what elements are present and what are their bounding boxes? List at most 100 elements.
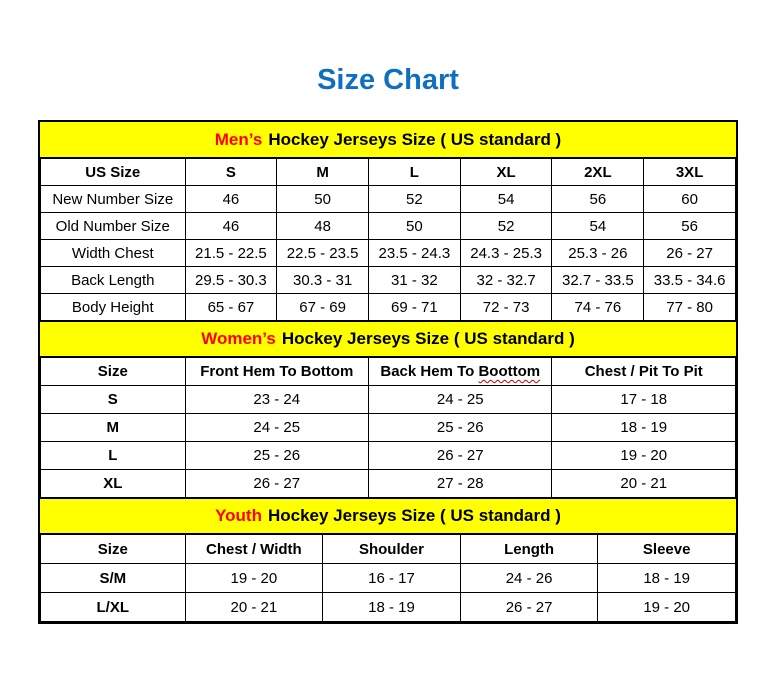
size-cell: 54 (551, 212, 645, 240)
size-cell: 46 (184, 185, 278, 213)
youth-section-band: Youth Hockey Jerseys Size ( US standard … (40, 498, 736, 534)
column-header: Shoulder (322, 534, 461, 564)
size-cell: 50 (368, 212, 461, 240)
row-label: Width Chest (40, 239, 186, 267)
column-header: M (276, 158, 370, 186)
size-cell: 77 - 80 (643, 293, 736, 321)
size-cell: 20 - 21 (184, 592, 324, 622)
size-cell: 24.3 - 25.3 (459, 239, 553, 267)
youth-band-accent: Youth (215, 506, 262, 525)
size-cell: 67 - 69 (276, 293, 370, 321)
misspelled-word: Boottom (478, 363, 541, 380)
size-cell: 33.5 - 34.6 (643, 266, 736, 294)
table-row: Width Chest 21.5 - 22.5 22.5 - 23.5 23.5… (40, 239, 736, 267)
size-cell: 18 - 19 (322, 592, 461, 622)
size-cell: 50 (276, 185, 370, 213)
size-cell: 25 - 26 (368, 413, 553, 442)
size-cell: 26 - 27 (643, 239, 736, 267)
column-header: Length (459, 534, 599, 564)
table-row: L/XL 20 - 21 18 - 19 26 - 27 19 - 20 (40, 592, 736, 622)
size-cell: 25 - 26 (184, 441, 370, 470)
size-cell: 74 - 76 (551, 293, 645, 321)
size-cell: 22.5 - 23.5 (276, 239, 370, 267)
column-header: 3XL (643, 158, 736, 186)
mens-band-text: Hockey Jerseys Size ( US standard ) (268, 129, 562, 149)
row-label: Old Number Size (40, 212, 186, 240)
size-cell: 65 - 67 (184, 293, 278, 321)
size-cell: 23.5 - 24.3 (368, 239, 461, 267)
womens-band-accent: Women’s (201, 329, 276, 348)
row-label: New Number Size (40, 185, 186, 213)
column-header: Back Hem To Boottom (368, 357, 553, 386)
size-cell: 24 - 25 (368, 385, 553, 414)
womens-header-row: Size Front Hem To Bottom Back Hem To Boo… (40, 357, 736, 386)
column-header: US Size (40, 158, 186, 186)
size-cell: 32.7 - 33.5 (551, 266, 645, 294)
size-cell: 19 - 20 (551, 441, 736, 470)
column-header: L (368, 158, 461, 186)
column-header: Size (40, 534, 186, 564)
page-title: Size Chart (317, 64, 459, 96)
table-row: New Number Size 46 50 52 54 56 60 (40, 185, 736, 213)
size-cell: 52 (459, 212, 553, 240)
column-header: XL (459, 158, 553, 186)
table-row: L 25 - 26 26 - 27 19 - 20 (40, 441, 736, 470)
table-row: Old Number Size 46 48 50 52 54 56 (40, 212, 736, 240)
size-cell: 18 - 19 (551, 413, 736, 442)
size-cell: 24 - 25 (184, 413, 370, 442)
size-cell: 25.3 - 26 (551, 239, 645, 267)
size-cell: 54 (459, 185, 553, 213)
size-cell: 60 (643, 185, 736, 213)
row-label: Back Length (40, 266, 186, 294)
size-cell: 69 - 71 (368, 293, 461, 321)
size-cell: 17 - 18 (551, 385, 736, 414)
mens-band-accent: Men’s (214, 129, 263, 149)
column-header: 2XL (551, 158, 645, 186)
womens-section-band: Women’s Hockey Jerseys Size ( US standar… (40, 321, 736, 357)
mens-header-row: US Size S M L XL 2XL 3XL (40, 158, 736, 186)
row-label: XL (40, 469, 186, 498)
mens-section-band: Men’s Hockey Jerseys Size ( US standard … (40, 122, 736, 158)
youth-size-table: Size Chest / Width Shoulder Length Sleev… (40, 534, 736, 622)
size-cell: 72 - 73 (459, 293, 553, 321)
table-row: M 24 - 25 25 - 26 18 - 19 (40, 413, 736, 442)
column-header: Size (40, 357, 186, 386)
womens-size-table: Size Front Hem To Bottom Back Hem To Boo… (40, 357, 736, 498)
table-row: S 23 - 24 24 - 25 17 - 18 (40, 385, 736, 414)
womens-band-text: Hockey Jerseys Size ( US standard ) (281, 329, 575, 348)
column-header: Sleeve (597, 534, 736, 564)
row-label: L/XL (40, 592, 186, 622)
size-cell: 18 - 19 (597, 563, 736, 593)
row-label: S (40, 385, 186, 414)
mens-size-table: US Size S M L XL 2XL 3XL New Number Size… (40, 158, 736, 321)
column-header-text: Back Hem To (380, 363, 475, 380)
size-cell: 19 - 20 (184, 563, 324, 593)
table-row: S/M 19 - 20 16 - 17 24 - 26 18 - 19 (40, 563, 736, 593)
size-cell: 19 - 20 (597, 592, 736, 622)
row-label: L (40, 441, 186, 470)
size-cell: 27 - 28 (368, 469, 553, 498)
column-header: S (184, 158, 278, 186)
column-header: Front Hem To Bottom (184, 357, 370, 386)
size-cell: 56 (551, 185, 645, 213)
size-cell: 32 - 32.7 (459, 266, 553, 294)
size-cell: 23 - 24 (184, 385, 370, 414)
size-cell: 52 (368, 185, 461, 213)
size-cell: 26 - 27 (459, 592, 599, 622)
column-header: Chest / Pit To Pit (551, 357, 736, 386)
size-cell: 48 (276, 212, 370, 240)
size-cell: 29.5 - 30.3 (184, 266, 278, 294)
size-cell: 31 - 32 (368, 266, 461, 294)
size-cell: 56 (643, 212, 736, 240)
column-header: Chest / Width (184, 534, 324, 564)
table-row: Back Length 29.5 - 30.3 30.3 - 31 31 - 3… (40, 266, 736, 294)
row-label: Body Height (40, 293, 186, 321)
size-cell: 24 - 26 (459, 563, 599, 593)
youth-header-row: Size Chest / Width Shoulder Length Sleev… (40, 534, 736, 564)
size-cell: 16 - 17 (322, 563, 461, 593)
size-cell: 20 - 21 (551, 469, 736, 498)
size-cell: 46 (184, 212, 278, 240)
size-chart-container: Men’s Hockey Jerseys Size ( US standard … (38, 120, 738, 624)
size-cell: 30.3 - 31 (276, 266, 370, 294)
youth-band-text: Hockey Jerseys Size ( US standard ) (267, 506, 561, 525)
